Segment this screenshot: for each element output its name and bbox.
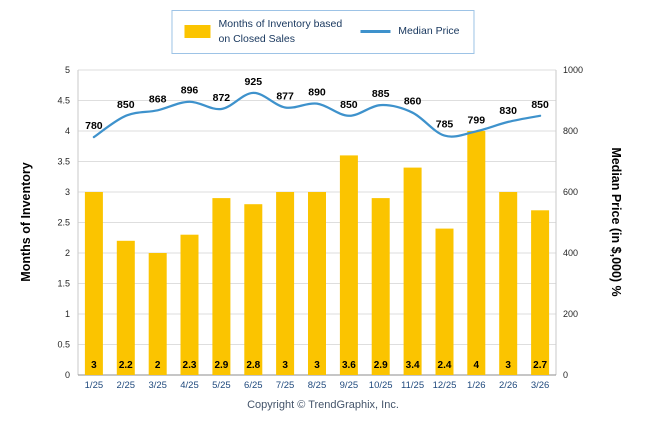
right-axis-tick-label: 0 (563, 370, 568, 380)
bar-value-label: 3 (91, 360, 97, 371)
x-axis-tick-label: 1/25 (85, 380, 104, 391)
bar-value-label: 2.8 (246, 360, 260, 371)
bar-value-label: 3.6 (342, 360, 356, 371)
left-axis-tick-label: 4 (65, 126, 70, 136)
x-axis-tick-label: 2/25 (117, 380, 136, 391)
x-axis-tick-label: 11/25 (401, 380, 424, 391)
inventory-bar (180, 234, 199, 375)
left-axis-tick-label: 0 (65, 370, 70, 380)
left-axis-tick-label: 1 (65, 309, 70, 319)
right-axis-tick-label: 1000 (563, 65, 583, 75)
legend-item-inventory: Months of Inventory based on Closed Sales (184, 17, 342, 46)
bar-value-label: 4 (474, 360, 480, 371)
bar-value-label: 2 (155, 360, 161, 371)
bar-value-label: 2.9 (374, 360, 388, 371)
x-axis-tick-label: 3/25 (148, 380, 167, 391)
legend-label-median-price: Median Price (398, 25, 460, 38)
inventory-bar (276, 192, 295, 375)
right-axis-title: Median Price (in $,000) % (609, 147, 623, 296)
price-value-label: 890 (308, 87, 326, 99)
left-axis-tick-label: 5 (65, 65, 70, 75)
x-axis-tick-label: 6/25 (244, 380, 263, 391)
bar-value-label: 3 (282, 360, 288, 371)
x-axis-tick-label: 3/26 (531, 380, 550, 391)
inventory-bar (244, 204, 263, 375)
price-value-label: 850 (531, 99, 549, 111)
bar-value-label: 2.4 (438, 360, 452, 371)
bar-value-label: 2.2 (119, 360, 133, 371)
inventory-bar (531, 210, 550, 375)
inventory-bar (339, 155, 358, 375)
bar-value-label: 2.7 (533, 360, 547, 371)
x-axis-tick-label: 4/25 (180, 380, 199, 391)
x-axis-tick-label: 5/25 (212, 380, 231, 391)
price-value-label: 868 (149, 93, 167, 105)
bar-value-label: 3.4 (406, 360, 420, 371)
axes-layer: 0 0.5 1 1.5 2 2.5 3 3.5 4 4.5 5 0 200 400 600 800 1000 1/… (57, 65, 583, 391)
inventory-bar (212, 198, 231, 375)
price-value-label: 896 (181, 85, 199, 97)
price-value-label: 830 (499, 105, 517, 117)
inventory-bar (403, 167, 422, 375)
right-axis-tick-label: 400 (563, 248, 578, 258)
x-axis-tick-label: 2/26 (499, 380, 518, 391)
price-value-label: 850 (340, 99, 358, 111)
x-axis-tick-label: 7/25 (276, 380, 295, 391)
left-axis-tick-label: 4.5 (57, 96, 70, 106)
labels-layer: 3 2.2 2 2.3 2.9 2.8 3 3 3.6 2.9 3.4 2.4 4 3 2.7 780 850 8… (85, 76, 549, 371)
x-axis-tick-label: 9/25 (340, 380, 359, 391)
bars-layer (84, 131, 550, 375)
inventory-bar (84, 192, 103, 375)
bar-value-label: 3 (505, 360, 511, 371)
inventory-bar (435, 228, 454, 375)
left-axis-tick-label: 3.5 (57, 157, 70, 167)
price-value-label: 785 (436, 119, 454, 131)
left-axis-title: Months of Inventory (19, 162, 33, 281)
right-axis-tick-label: 200 (563, 309, 578, 319)
inventory-bar (116, 240, 135, 375)
price-value-label: 885 (372, 88, 390, 100)
inventory-bar (148, 253, 167, 375)
left-axis-tick-label: 1.5 (57, 279, 70, 289)
median-price-line (92, 91, 542, 139)
price-value-label: 860 (404, 96, 422, 108)
inventory-bar (308, 192, 326, 375)
price-value-label: 780 (85, 120, 103, 132)
legend-label-inventory-line1: Months of Inventory based (218, 18, 343, 30)
x-axis-tick-label: 8/25 (308, 380, 327, 391)
legend-item-median-price: Median Price (360, 24, 460, 39)
bar-value-label: 3 (314, 360, 320, 371)
inventory-bar-swatch (184, 25, 211, 39)
right-axis-tick-label: 600 (563, 187, 578, 197)
price-value-label: 872 (213, 92, 231, 104)
legend-label-inventory: Months of Inventory based on Closed Sales (218, 17, 342, 46)
left-axis-tick-label: 2 (65, 248, 70, 258)
price-value-label: 850 (117, 99, 135, 111)
left-axis-tick-label: 2.5 (57, 218, 70, 228)
price-value-label: 799 (468, 114, 486, 126)
legend-label-inventory-line2: on Closed Sales (218, 32, 295, 45)
copyright-text: Copyright © TrendGraphix, Inc. (247, 399, 399, 411)
x-axis-tick-label: 1/26 (467, 380, 486, 391)
right-axis-tick-label: 800 (563, 126, 578, 136)
chart-legend: Months of Inventory based on Closed Sales… (171, 10, 475, 55)
left-axis-tick-label: 0.5 (57, 340, 70, 350)
price-value-label: 877 (276, 91, 294, 103)
median-price-line-swatch (360, 30, 391, 34)
bar-value-label: 2.9 (214, 360, 228, 371)
x-axis-tick-label: 12/25 (433, 380, 457, 391)
combo-chart: 3 2.2 2 2.3 2.9 2.8 3 3 3.6 2.9 3.4 2.4 4 3 2.7 780 850 8… (19, 65, 623, 391)
median-price-line-layer (92, 91, 542, 139)
bar-value-label: 2.3 (183, 360, 197, 371)
price-value-label: 925 (245, 76, 263, 88)
inventory-bar (371, 198, 390, 375)
left-axis-tick-label: 3 (65, 187, 70, 197)
x-axis-tick-label: 10/25 (369, 380, 393, 391)
inventory-bar (467, 131, 486, 375)
inventory-bar (499, 192, 518, 375)
